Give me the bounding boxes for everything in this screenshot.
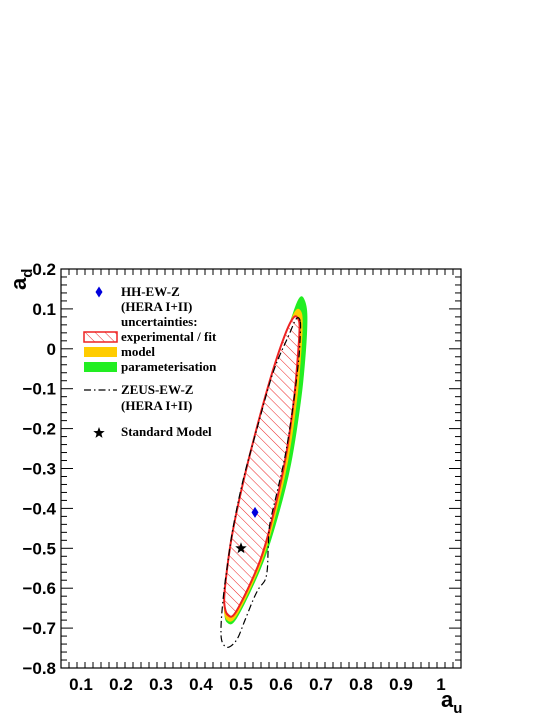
y-tick-label: −0.7 (22, 619, 56, 638)
x-tick-label: 0.5 (229, 675, 253, 694)
y-tick-label: −0.6 (22, 579, 56, 598)
legend-label-standard-model: Standard Model (121, 424, 212, 439)
legend-swatch-model (84, 347, 117, 357)
legend-label-zeus-ew-z: ZEUS-EW-Z (121, 382, 194, 397)
legend-label-uncertainties: uncertainties: (121, 314, 198, 329)
contour-zeus-ew-z-hera-i-ii (220, 317, 302, 648)
x-tick-label: 0.6 (269, 675, 293, 694)
x-tick-label: 0.8 (349, 675, 373, 694)
y-axis-title-sub: d (19, 269, 36, 278)
y-axis-title-main: a (6, 277, 31, 290)
y-tick-label: −0.3 (22, 460, 56, 479)
x-axis-title-sub: u (453, 700, 462, 717)
legend-label-model: model (121, 344, 155, 359)
standard-model-point (235, 542, 247, 554)
legend-swatch-parameterisation (84, 362, 117, 372)
x-tick-label: 0.4 (189, 675, 213, 694)
x-tick-label: 0.3 (149, 675, 173, 694)
y-tick-label: −0.8 (22, 659, 56, 678)
y-tick-label: −0.1 (22, 380, 56, 399)
legend-label-experimental-fit: experimental / fit (121, 329, 217, 344)
legend-marker-star (93, 427, 105, 438)
axis-ticks: 0.1 0.2 0.3 0.4 0.5 0.6 0.7 0.8 0.9 1 −0.8 −0.7 −0.6… (22, 260, 462, 694)
x-tick-label: 1 (436, 675, 445, 694)
x-tick-label: 0.7 (309, 675, 333, 694)
data-points (235, 506, 259, 554)
legend: HH-EW-Z(HERA I+II)uncertainties:experime… (83, 284, 217, 439)
legend-swatch-experimental-fit (83, 331, 118, 343)
legend-label-hera-i-ii: (HERA I+II) (121, 299, 192, 314)
x-tick-label: 0.1 (69, 675, 93, 694)
legend-label-hera-i-ii: (HERA I+II) (121, 398, 192, 413)
legend-label-parameterisation: parameterisation (121, 359, 217, 374)
y-tick-label: 0.1 (32, 300, 56, 319)
hh-ew-z-point (251, 506, 259, 518)
x-axis-title: au (441, 687, 462, 717)
contour-layer (220, 296, 308, 648)
legend-marker-diamond (95, 286, 103, 298)
y-tick-label: 0 (47, 340, 56, 359)
y-tick-label: 0.2 (32, 260, 56, 279)
y-axis-title: ad (6, 269, 36, 290)
y-tick-label: −0.5 (22, 539, 56, 558)
y-tick-label: −0.2 (22, 420, 56, 439)
x-tick-label: 0.2 (109, 675, 133, 694)
x-axis-title-main: a (441, 687, 454, 712)
x-tick-label: 0.9 (389, 675, 413, 694)
y-tick-label: −0.4 (22, 499, 56, 518)
legend-label-hh-ew-z: HH-EW-Z (121, 284, 180, 299)
